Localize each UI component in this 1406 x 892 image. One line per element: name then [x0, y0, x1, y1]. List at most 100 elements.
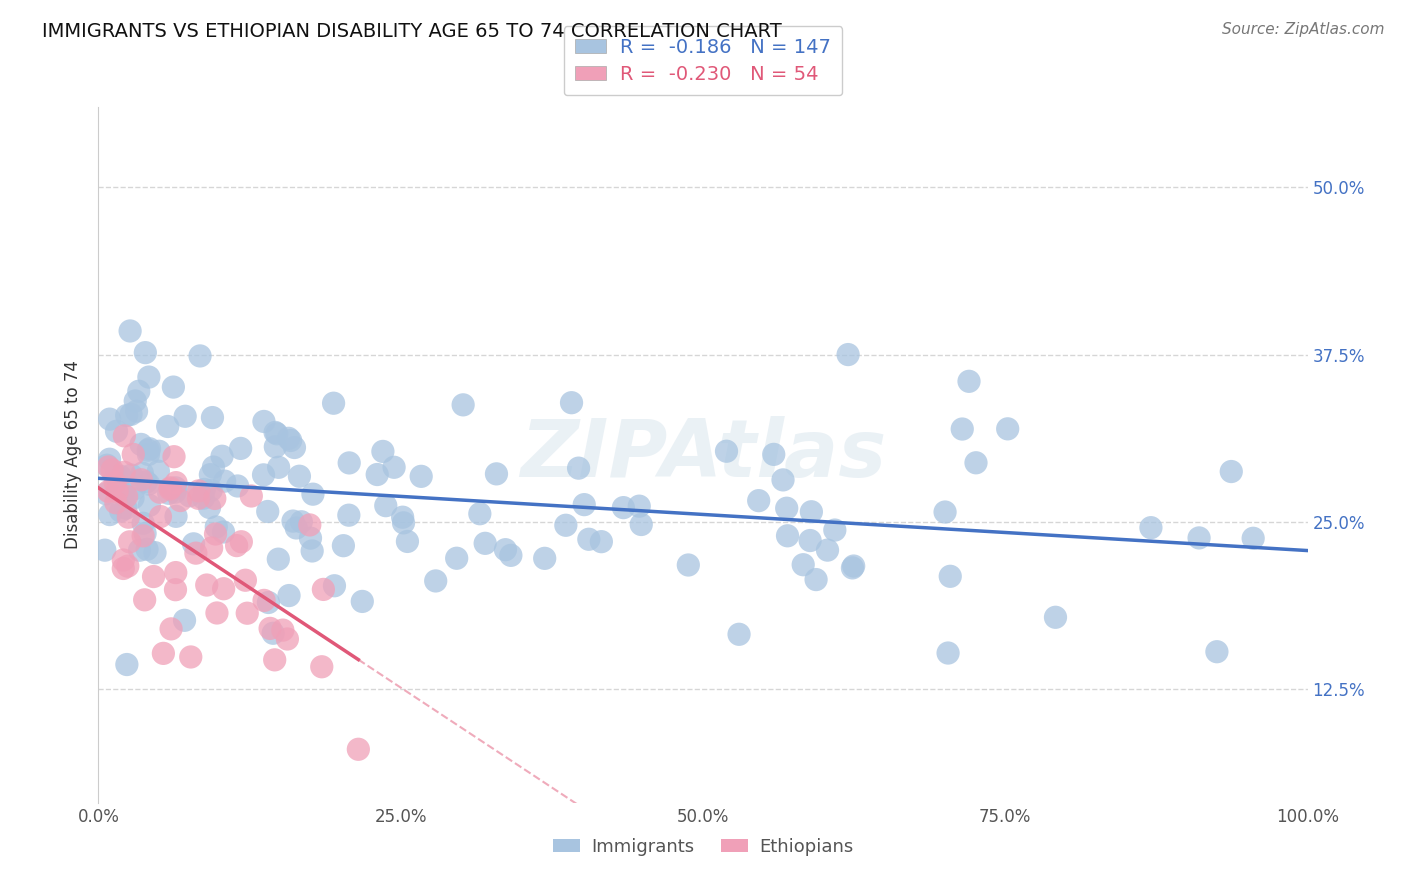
Point	[485, 467, 508, 481]
Point	[179, 489, 201, 503]
Point	[256, 504, 278, 518]
Point	[837, 348, 859, 362]
Point	[1241, 531, 1264, 545]
Point	[574, 498, 596, 512]
Point	[495, 542, 517, 557]
Point	[262, 626, 284, 640]
Point	[214, 474, 236, 488]
Point	[628, 499, 651, 513]
Point	[1220, 465, 1243, 479]
Point	[134, 592, 156, 607]
Point	[148, 464, 170, 478]
Point	[382, 460, 405, 475]
Point	[236, 606, 259, 620]
Point	[591, 534, 613, 549]
Point	[229, 442, 252, 456]
Point	[630, 517, 652, 532]
Point	[1140, 521, 1163, 535]
Point	[817, 543, 839, 558]
Point	[276, 632, 298, 646]
Point	[792, 558, 814, 572]
Point	[1206, 645, 1229, 659]
Point	[278, 589, 301, 603]
Point	[124, 482, 146, 496]
Point	[163, 450, 186, 464]
Point	[136, 542, 159, 557]
Point	[257, 595, 280, 609]
Point	[202, 460, 225, 475]
Point	[200, 467, 222, 482]
Point	[180, 650, 202, 665]
Point	[105, 484, 128, 499]
Point	[263, 653, 285, 667]
Point	[128, 543, 150, 558]
Point	[612, 500, 634, 515]
Point	[281, 514, 304, 528]
Point	[114, 489, 136, 503]
Point	[957, 375, 980, 389]
Point	[280, 434, 302, 448]
Point	[201, 410, 224, 425]
Point	[187, 491, 209, 506]
Point	[240, 489, 263, 503]
Point	[115, 501, 138, 516]
Point	[96, 458, 118, 473]
Point	[288, 469, 311, 483]
Point	[499, 549, 522, 563]
Point	[554, 518, 576, 533]
Point	[134, 526, 156, 541]
Point	[131, 473, 153, 487]
Point	[138, 477, 160, 491]
Point	[842, 559, 865, 574]
Point	[188, 349, 211, 363]
Point	[205, 606, 228, 620]
Point	[266, 426, 288, 441]
Point	[290, 515, 312, 529]
Point	[277, 431, 299, 445]
Point	[312, 582, 335, 597]
Point	[138, 442, 160, 456]
Point	[187, 483, 209, 498]
Point	[98, 508, 121, 522]
Point	[94, 543, 117, 558]
Point	[264, 425, 287, 440]
Point	[259, 621, 281, 635]
Point	[678, 558, 700, 572]
Point	[578, 533, 600, 547]
Point	[302, 487, 325, 501]
Point	[132, 529, 155, 543]
Point	[115, 490, 138, 504]
Point	[800, 505, 823, 519]
Point	[148, 444, 170, 458]
Point	[474, 536, 496, 550]
Point	[205, 520, 228, 534]
Text: ZIPAtlas: ZIPAtlas	[520, 416, 886, 494]
Point	[204, 527, 226, 541]
Text: Source: ZipAtlas.com: Source: ZipAtlas.com	[1222, 22, 1385, 37]
Point	[204, 491, 226, 506]
Point	[936, 646, 959, 660]
Point	[283, 441, 305, 455]
Point	[152, 646, 174, 660]
Point	[950, 422, 973, 436]
Point	[159, 482, 181, 496]
Text: IMMIGRANTS VS ETHIOPIAN DISABILITY AGE 65 TO 74 CORRELATION CHART: IMMIGRANTS VS ETHIOPIAN DISABILITY AGE 6…	[42, 22, 782, 41]
Point	[560, 395, 582, 409]
Point	[425, 574, 447, 588]
Point	[716, 444, 738, 458]
Point	[122, 447, 145, 461]
Point	[226, 479, 249, 493]
Point	[160, 622, 183, 636]
Point	[762, 447, 785, 461]
Point	[165, 509, 187, 524]
Point	[212, 524, 235, 539]
Point	[183, 537, 205, 551]
Point	[138, 447, 160, 461]
Point	[285, 521, 308, 535]
Point	[184, 546, 207, 560]
Point	[149, 509, 172, 524]
Point	[212, 582, 235, 596]
Point	[225, 539, 247, 553]
Point	[165, 566, 187, 580]
Point	[468, 507, 491, 521]
